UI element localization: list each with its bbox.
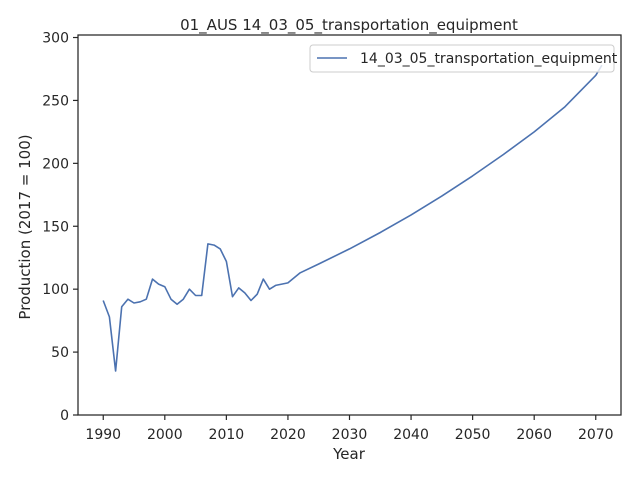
x-tick-label: 2050 [455, 427, 491, 443]
x-tick-label: 2010 [209, 427, 245, 443]
x-tick-label: 2000 [147, 427, 183, 443]
legend: 14_03_05_transportation_equipment [309, 44, 618, 73]
x-tick-label: 2040 [393, 427, 429, 443]
series-layer [102, 64, 603, 372]
y-tick-label: 250 [42, 93, 69, 109]
x-axis-label: Year [332, 445, 366, 463]
x-tick-label: 1990 [85, 427, 121, 443]
x-tick-label: 2020 [270, 427, 306, 443]
y-tick-label: 50 [51, 345, 69, 361]
y-axis-label: Production (2017 = 100) [16, 134, 34, 319]
x-tick-label: 2030 [332, 427, 368, 443]
chart-title: 01_AUS 14_03_05_transportation_equipment [180, 16, 518, 35]
y-tick-label: 100 [42, 282, 69, 298]
x-tick-label: 2060 [516, 427, 552, 443]
x-tick-label: 2070 [578, 427, 614, 443]
y-axis-ticks: 0 50 100 150 200 250 300 [42, 31, 78, 424]
x-axis-ticks: 1990 2000 2010 2020 2030 2040 2050 2060 2070 [85, 415, 614, 443]
y-tick-label: 150 [42, 219, 69, 235]
y-tick-label: 0 [60, 408, 69, 424]
series-line-0 [102, 64, 603, 372]
y-tick-label: 200 [42, 156, 69, 172]
plot-frame [77, 34, 622, 416]
legend-series-label: 14_03_05_transportation_equipment [360, 51, 618, 67]
legend-box [309, 44, 615, 73]
y-tick-label: 300 [42, 31, 69, 47]
